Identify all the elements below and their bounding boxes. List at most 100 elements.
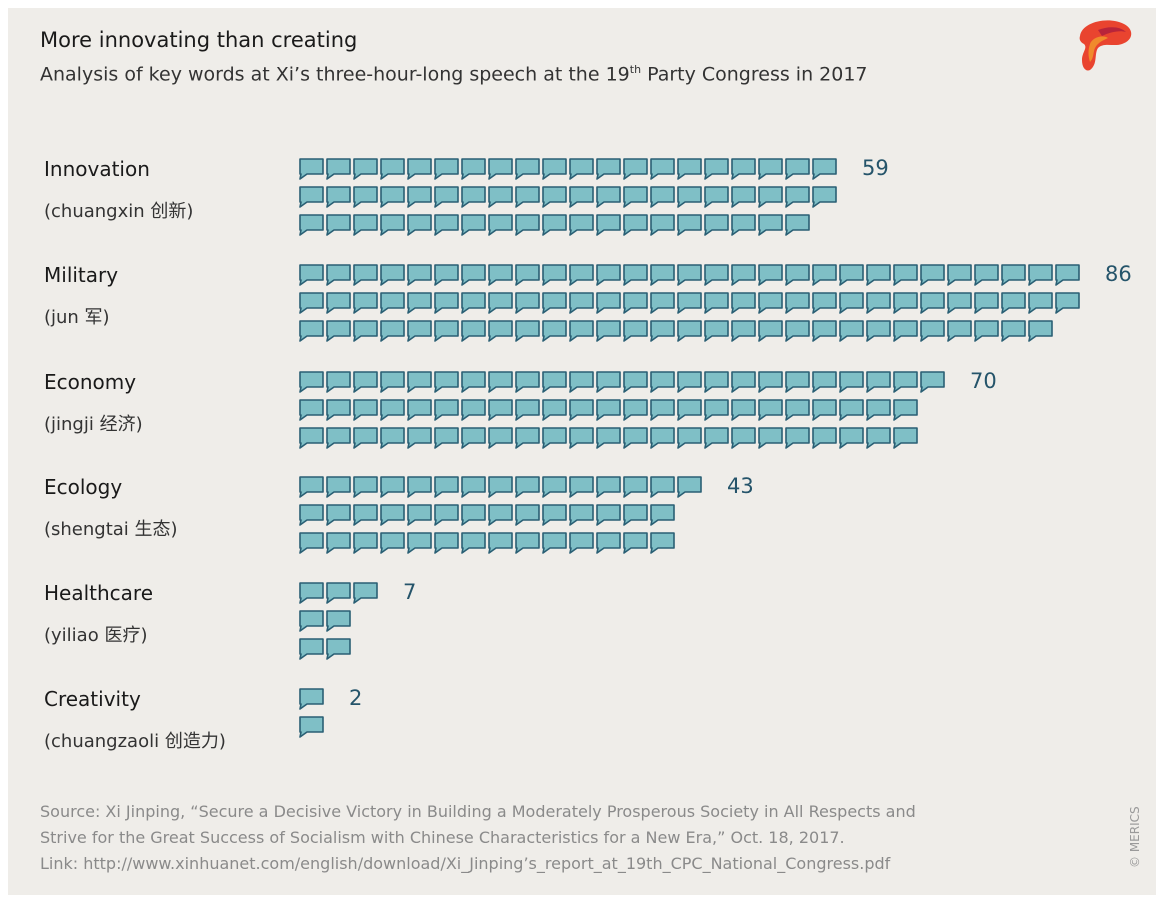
speech-bubble-icon <box>623 399 648 421</box>
speech-bubble-icon <box>623 158 648 180</box>
data-value-label: 7 <box>403 580 417 604</box>
speech-bubble-icon <box>326 532 351 554</box>
speech-bubble-icon <box>596 371 621 393</box>
speech-bubble-icon <box>326 214 351 236</box>
speech-bubble-icon <box>974 320 999 342</box>
speech-bubble-icon <box>515 371 540 393</box>
speech-bubble-icon <box>326 186 351 208</box>
speech-bubble-icon <box>650 158 675 180</box>
speech-bubble-icon <box>596 264 621 286</box>
speech-bubble-icon <box>758 264 783 286</box>
speech-bubble-icon <box>407 476 432 498</box>
speech-bubble-icon <box>569 532 594 554</box>
speech-bubble-icon <box>488 214 513 236</box>
speech-bubble-icon <box>839 264 864 286</box>
speech-bubble-icon <box>434 320 459 342</box>
speech-bubble-icon <box>677 186 702 208</box>
speech-bubble-icon <box>542 504 567 526</box>
speech-bubble-icon <box>461 292 486 314</box>
source-line-2: Strive for the Great Success of Socialis… <box>40 828 845 847</box>
speech-bubble-icon <box>731 320 756 342</box>
speech-bubble-icon <box>920 264 945 286</box>
speech-bubble-icon <box>758 427 783 449</box>
speech-bubble-icon <box>569 320 594 342</box>
speech-bubble-icon <box>353 186 378 208</box>
speech-bubble-icon <box>299 427 324 449</box>
speech-bubble-icon <box>299 292 324 314</box>
speech-bubble-icon <box>407 186 432 208</box>
speech-bubble-icon <box>353 264 378 286</box>
speech-bubble-icon <box>704 371 729 393</box>
speech-bubble-icon <box>677 320 702 342</box>
speech-bubble-icon <box>434 476 459 498</box>
source-line-1: Source: Xi Jinping, “Secure a Decisive V… <box>40 802 916 821</box>
speech-bubble-icon <box>839 399 864 421</box>
speech-bubble-icon <box>731 264 756 286</box>
category-label: Ecology <box>44 475 123 499</box>
speech-bubble-icon <box>650 427 675 449</box>
speech-bubble-icon <box>839 292 864 314</box>
speech-bubble-icon <box>866 292 891 314</box>
speech-bubble-icon <box>866 264 891 286</box>
data-value-label: 70 <box>970 369 997 393</box>
speech-bubble-icon <box>515 158 540 180</box>
speech-bubble-icon <box>488 320 513 342</box>
speech-bubble-icon <box>677 476 702 498</box>
speech-bubble-icon <box>596 476 621 498</box>
speech-bubble-icon <box>353 292 378 314</box>
speech-bubble-icon <box>488 186 513 208</box>
speech-bubble-icon <box>488 476 513 498</box>
speech-bubble-icon <box>461 320 486 342</box>
speech-bubble-icon <box>326 638 351 660</box>
speech-bubble-icon <box>650 264 675 286</box>
speech-bubble-icon <box>1001 320 1026 342</box>
speech-bubble-icon <box>569 371 594 393</box>
speech-bubble-icon <box>515 399 540 421</box>
speech-bubble-icon <box>407 292 432 314</box>
speech-bubble-icon <box>326 371 351 393</box>
speech-bubble-icon <box>596 158 621 180</box>
speech-bubble-icon <box>380 476 405 498</box>
speech-bubble-icon <box>542 214 567 236</box>
speech-bubble-icon <box>893 399 918 421</box>
speech-bubble-icon <box>488 427 513 449</box>
speech-bubble-icon <box>488 264 513 286</box>
speech-bubble-icon <box>407 399 432 421</box>
data-value-label: 2 <box>349 686 363 710</box>
speech-bubble-icon <box>326 158 351 180</box>
speech-bubble-icon <box>353 320 378 342</box>
speech-bubble-icon <box>407 214 432 236</box>
speech-bubble-icon <box>785 158 810 180</box>
speech-bubble-icon <box>569 292 594 314</box>
speech-bubble-icon <box>731 186 756 208</box>
speech-bubble-icon <box>677 399 702 421</box>
speech-bubble-icon <box>596 399 621 421</box>
speech-bubble-icon <box>488 158 513 180</box>
merics-logo-icon <box>1079 20 1132 71</box>
speech-bubble-icon <box>542 292 567 314</box>
category-label: Economy <box>44 370 137 394</box>
category-chinese-term: (chuangzaoli 创造力) <box>44 731 226 752</box>
speech-bubble-icon <box>407 427 432 449</box>
speech-bubble-icon <box>542 532 567 554</box>
speech-bubble-icon <box>623 371 648 393</box>
speech-bubble-icon <box>1028 320 1053 342</box>
speech-bubble-icon <box>974 292 999 314</box>
speech-bubble-icon <box>785 399 810 421</box>
speech-bubble-icon <box>1055 264 1080 286</box>
speech-bubble-icon <box>704 427 729 449</box>
speech-bubble-icon <box>461 264 486 286</box>
speech-bubble-icon <box>677 427 702 449</box>
speech-bubble-icon <box>380 186 405 208</box>
speech-bubble-icon <box>380 532 405 554</box>
speech-bubble-icon <box>569 504 594 526</box>
speech-bubble-icon <box>893 371 918 393</box>
speech-bubble-icon <box>461 427 486 449</box>
category-label: Creativity <box>44 687 141 711</box>
subtitle-text-end: Party Congress in 2017 <box>641 63 868 86</box>
speech-bubble-icon <box>677 158 702 180</box>
speech-bubble-icon <box>380 504 405 526</box>
speech-bubble-icon <box>974 264 999 286</box>
speech-bubble-icon <box>758 158 783 180</box>
